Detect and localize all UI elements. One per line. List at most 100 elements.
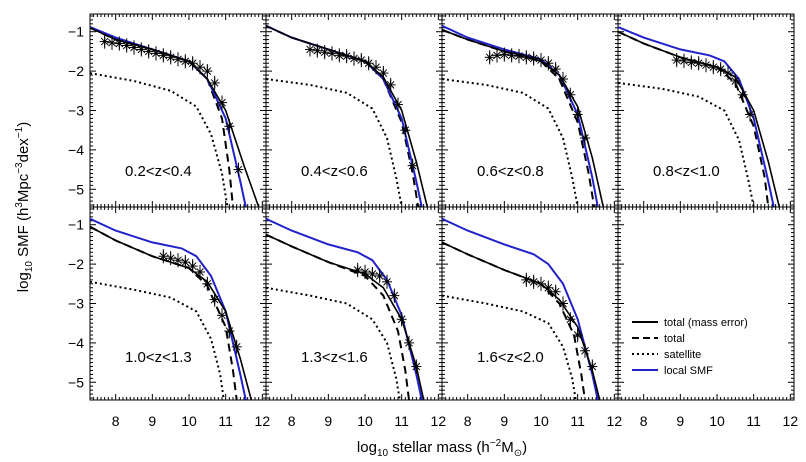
data-point xyxy=(312,43,323,58)
data-point xyxy=(378,65,389,81)
y-tick-label: −5 xyxy=(68,374,84,390)
data-point xyxy=(195,264,205,280)
x-tick-label: 8 xyxy=(112,413,120,429)
panel-1: 0.2<z<0.4 xyxy=(89,13,267,208)
panel-8 xyxy=(617,206,795,401)
data-point xyxy=(319,45,330,60)
data-point xyxy=(224,323,235,339)
data-point xyxy=(360,264,370,280)
satellite-line xyxy=(90,72,229,207)
panel-curves xyxy=(442,217,601,400)
data-point xyxy=(521,272,532,287)
y-tick-label: −5 xyxy=(68,181,84,197)
data-point xyxy=(506,48,517,63)
x-tick-label: 9 xyxy=(500,413,508,429)
data-point xyxy=(180,54,191,69)
x-tick-label: 11 xyxy=(394,413,409,429)
data-point xyxy=(367,266,378,282)
total-line xyxy=(90,26,234,207)
data-point xyxy=(543,56,554,71)
x-tick-label: 11 xyxy=(570,413,585,429)
data-point xyxy=(349,51,359,66)
data-point xyxy=(173,52,183,67)
panel-4: 0.8<z<1.0 xyxy=(617,13,795,208)
legend-label: total xyxy=(664,333,685,345)
total-line xyxy=(618,30,770,207)
data-point xyxy=(701,58,711,73)
data-point xyxy=(385,77,396,92)
satellite-line xyxy=(442,294,577,400)
y-tick-label: −4 xyxy=(68,142,84,158)
local-smf-line xyxy=(618,26,775,207)
data-point xyxy=(580,130,590,146)
data-point xyxy=(536,52,546,68)
total-mass-error-line xyxy=(266,233,425,400)
legend-item: total (mass error) xyxy=(632,317,748,329)
satellite-line xyxy=(442,78,579,207)
data-point xyxy=(587,359,598,374)
data-point xyxy=(233,162,244,177)
y-axis-title: log10 SMF (h3Mpc−3dex−1) xyxy=(14,122,35,292)
data-point xyxy=(708,60,719,75)
satellite-line xyxy=(90,280,225,400)
data-point xyxy=(99,34,110,49)
data-point xyxy=(679,53,689,68)
data-point xyxy=(492,48,502,63)
data-point xyxy=(356,52,367,68)
x-tick-label: 10 xyxy=(357,413,373,429)
panel-curves xyxy=(266,217,425,400)
panel-ticks xyxy=(618,14,794,207)
data-point xyxy=(572,107,583,122)
data-point xyxy=(231,339,242,354)
x-tick-label: 11 xyxy=(218,413,233,429)
tick-labels-layer: 8 9 10 11 12 8 9 10 11 12 8 9 10 11 12 8 9 10 11 12 −1 −2 −3 −4… xyxy=(68,24,798,429)
data-point xyxy=(224,119,235,134)
local-smf-line xyxy=(442,217,599,400)
panel-ticks xyxy=(618,207,794,400)
data-point xyxy=(745,107,755,122)
local-smf-line xyxy=(90,217,247,400)
y-tick-label: −2 xyxy=(68,256,84,272)
satellite-line xyxy=(266,286,401,400)
data-point xyxy=(730,73,741,89)
data-point xyxy=(404,335,414,350)
panels-layer: 0.2<z<0.4 0.4<z<0.6 0.6<z<0.8 0.8<z<1.0 1.0<… xyxy=(89,13,795,401)
panel-curves xyxy=(266,24,429,207)
panel-ticks xyxy=(442,14,618,207)
data-point xyxy=(400,123,411,138)
panel-redshift-label: 0.2<z<0.4 xyxy=(125,163,192,180)
x-tick-label: 12 xyxy=(431,413,447,429)
x-tick-label: 12 xyxy=(783,413,799,429)
data-point xyxy=(363,56,374,71)
panel-curves xyxy=(90,217,253,400)
x-tick-label: 10 xyxy=(533,413,549,429)
data-point xyxy=(514,49,524,64)
total-mass-error-line xyxy=(90,27,260,207)
total-line xyxy=(442,241,586,400)
x-tick-label: 9 xyxy=(676,413,684,429)
y-tick-label: −2 xyxy=(68,63,84,79)
data-point xyxy=(737,87,748,102)
data-point xyxy=(723,65,733,81)
data-point xyxy=(209,75,220,91)
panel-curves xyxy=(442,24,605,207)
data-point xyxy=(195,60,205,75)
data-point xyxy=(389,288,400,303)
x-tick-label: 8 xyxy=(640,413,648,429)
x-tick-label: 9 xyxy=(324,413,332,429)
data-point xyxy=(686,55,697,70)
panel-redshift-label: 1.6<z<2.0 xyxy=(477,349,544,366)
data-point xyxy=(202,64,213,79)
legend: total (mass error) total satellite local SM… xyxy=(632,317,748,377)
data-point xyxy=(305,42,315,57)
data-point xyxy=(671,52,682,68)
panel-7: 1.6<z<2.0 xyxy=(441,206,619,401)
data-point xyxy=(352,262,363,278)
data-point xyxy=(693,56,704,71)
legend-item: total xyxy=(632,333,685,345)
data-point xyxy=(536,276,546,291)
data-point xyxy=(107,35,117,50)
panel-redshift-label: 0.4<z<0.6 xyxy=(301,163,368,180)
data-point xyxy=(374,268,385,284)
legend-label: total (mass error) xyxy=(664,317,748,329)
